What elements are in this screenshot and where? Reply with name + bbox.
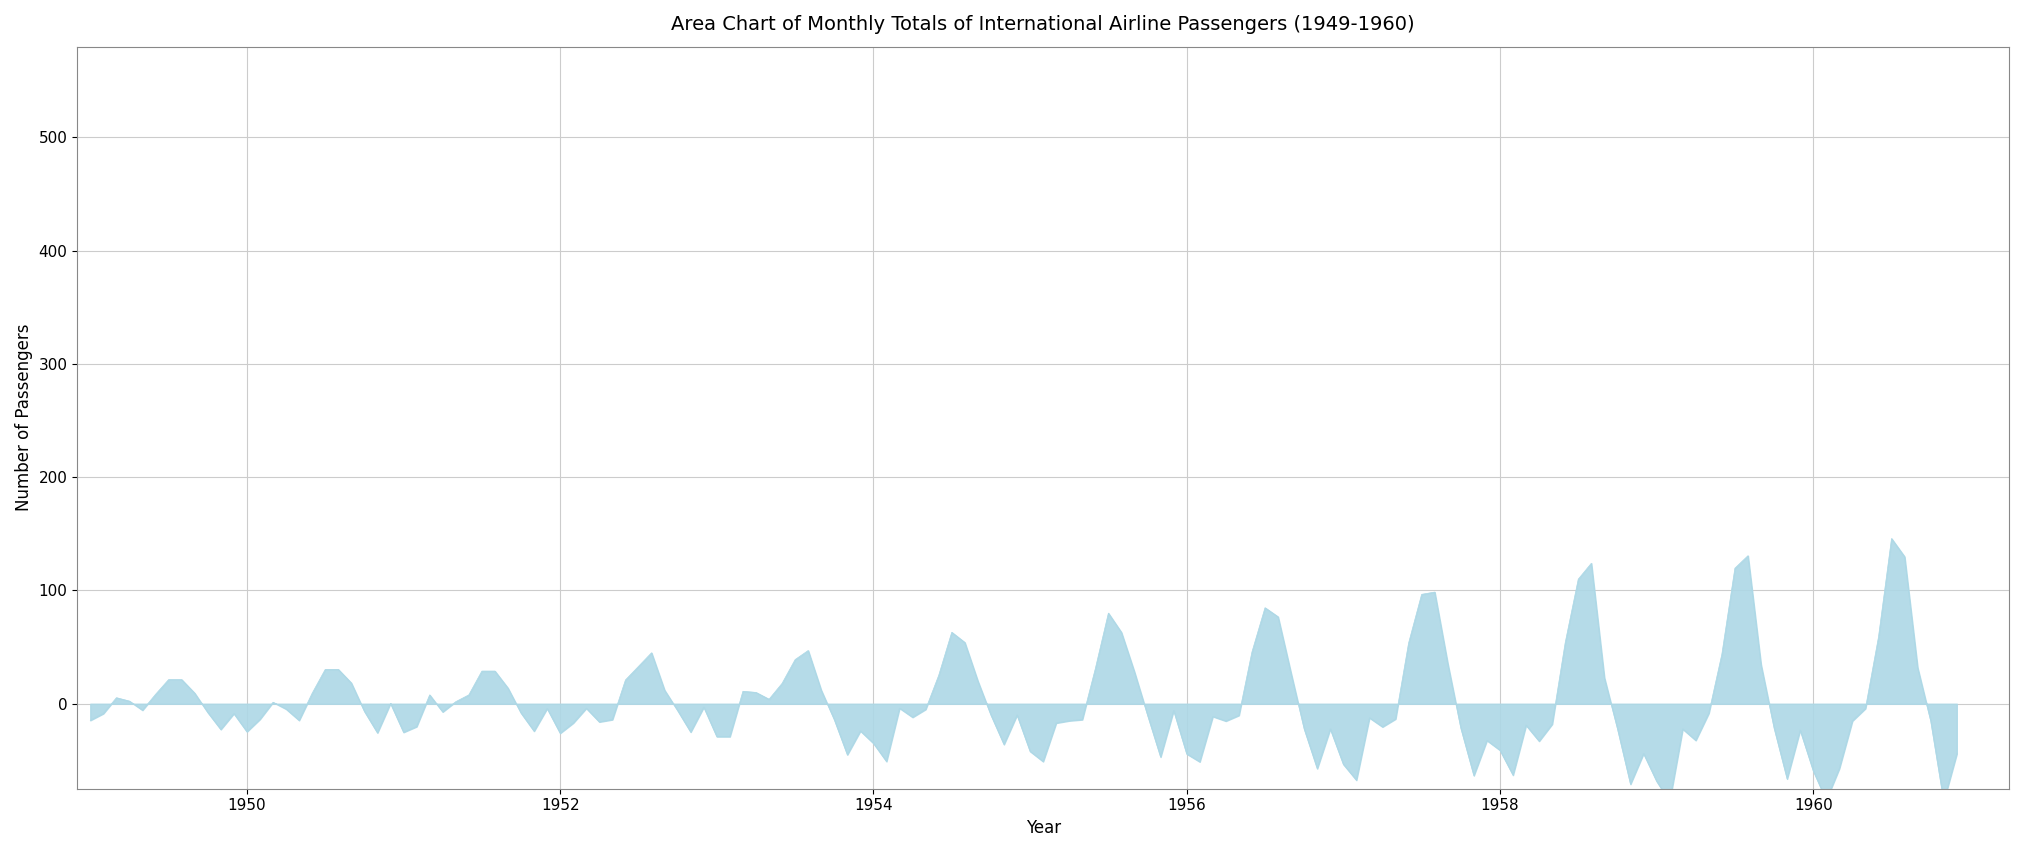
Y-axis label: Number of Passengers: Number of Passengers [14, 324, 32, 511]
X-axis label: Year: Year [1026, 819, 1060, 837]
Title: Area Chart of Monthly Totals of International Airline Passengers (1949-1960): Area Chart of Monthly Totals of Internat… [672, 15, 1414, 34]
